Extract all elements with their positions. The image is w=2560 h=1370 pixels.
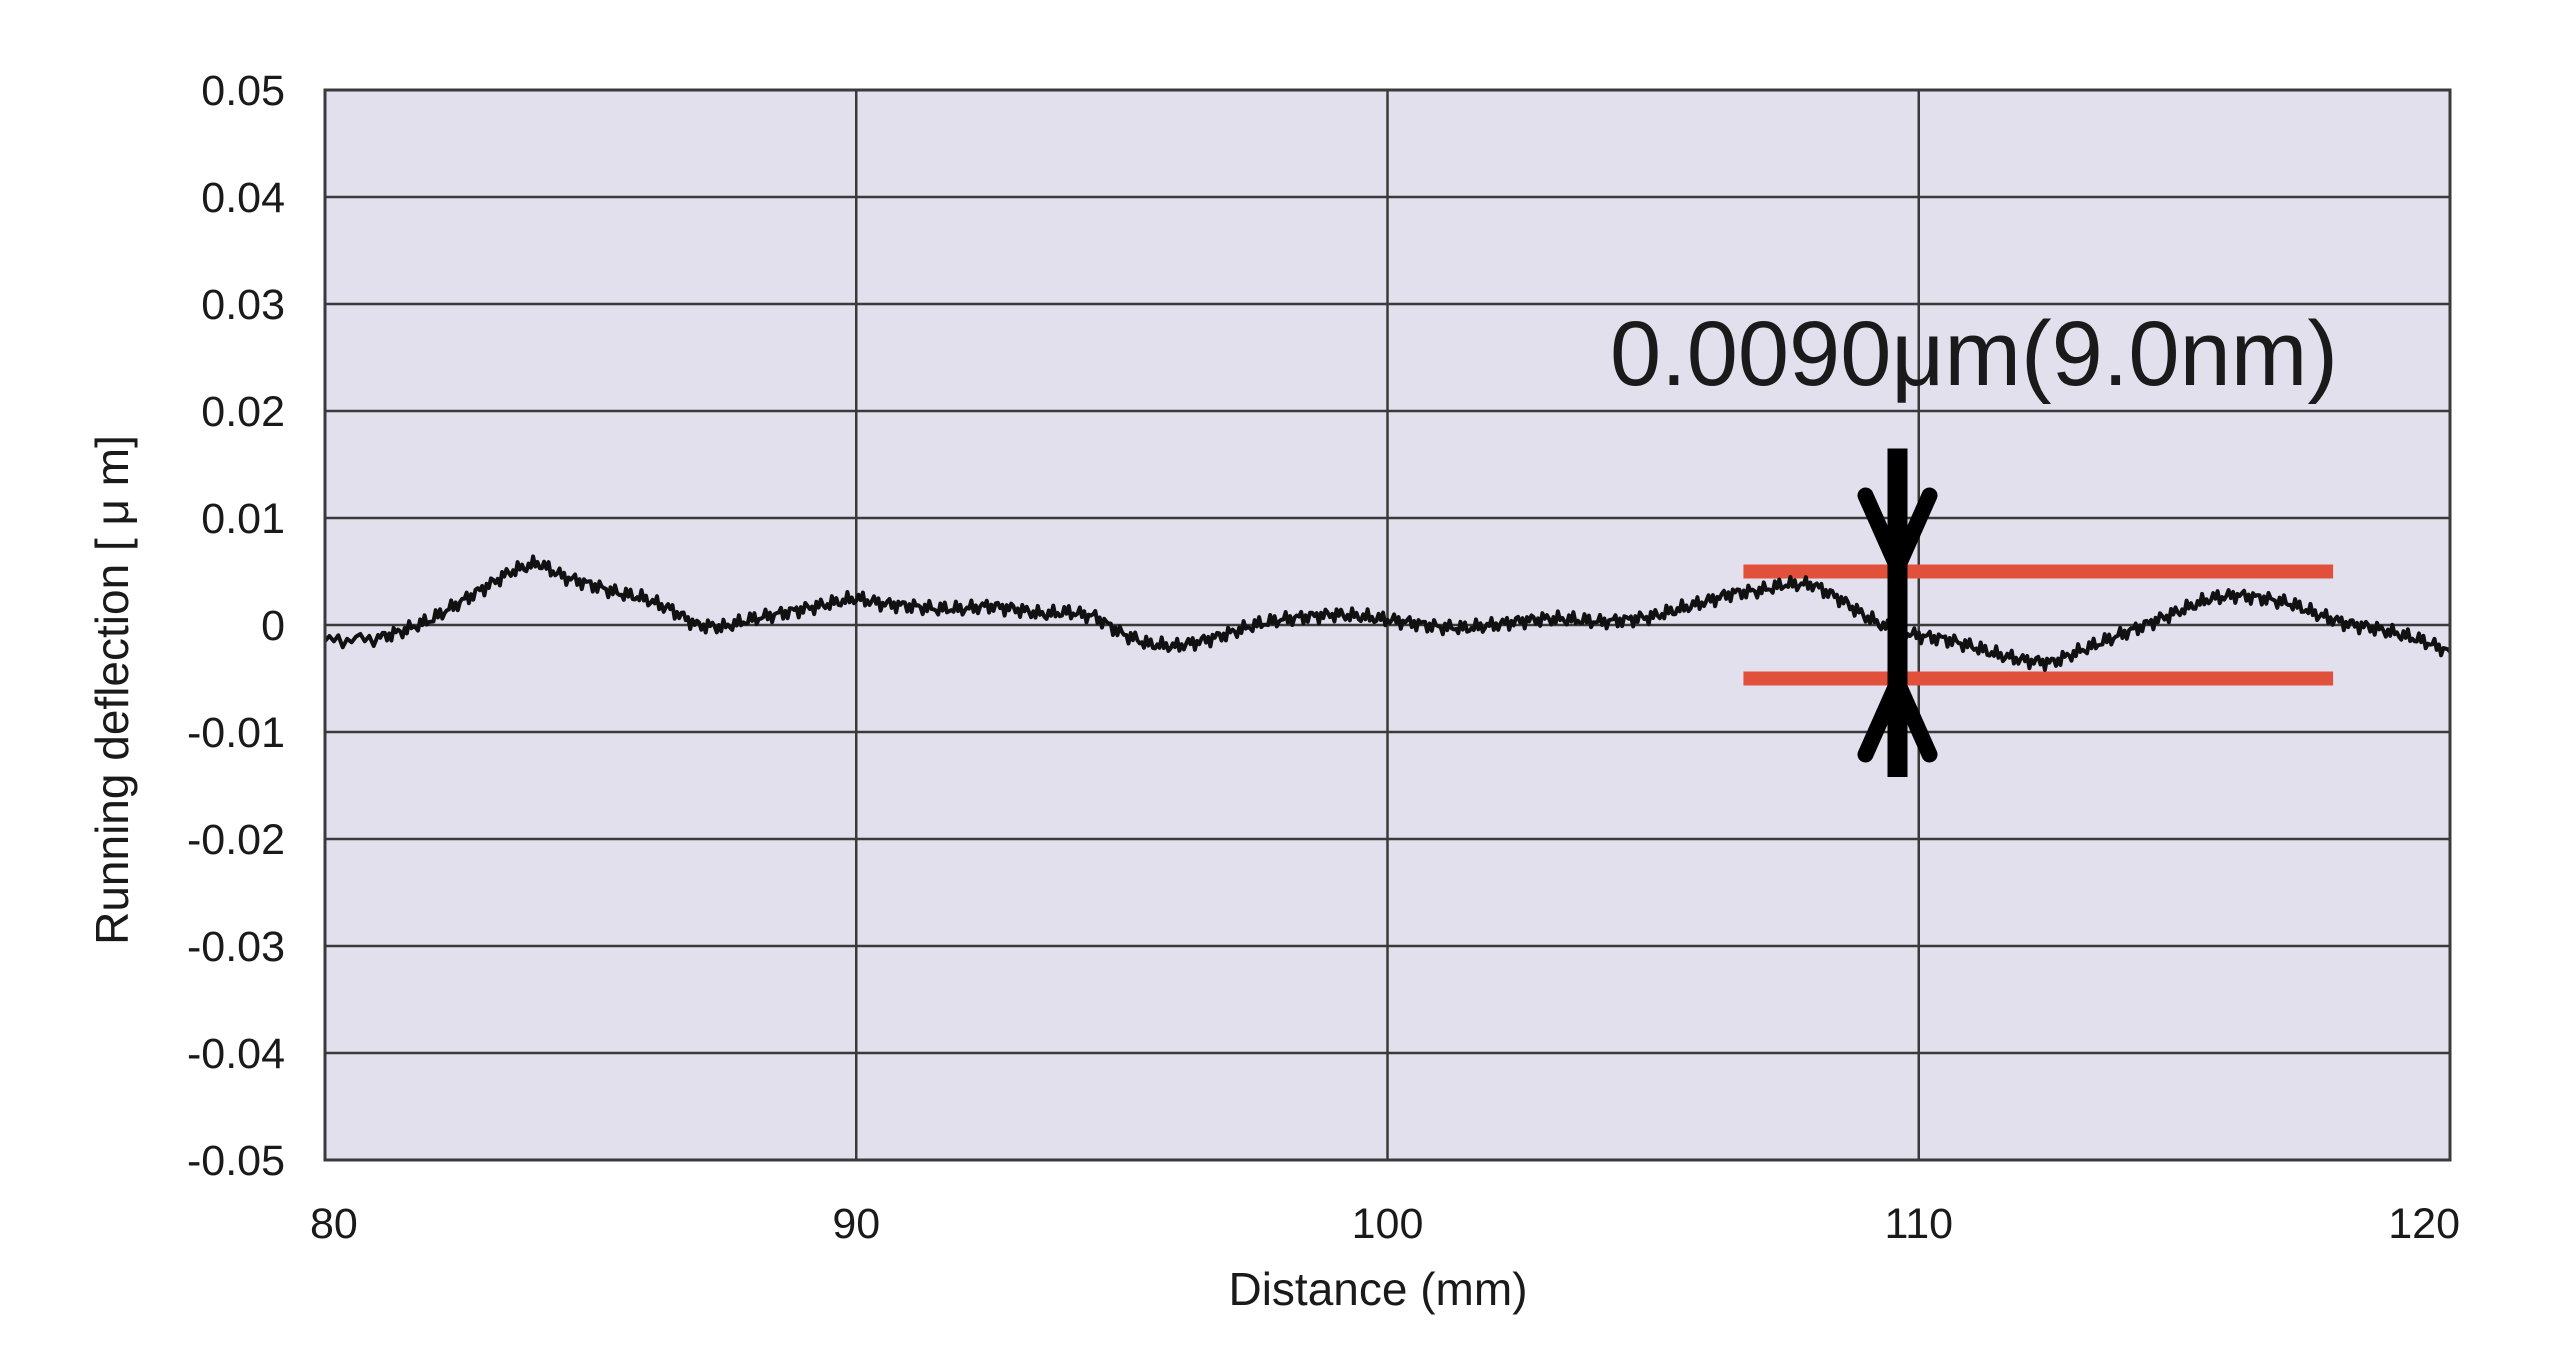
y-axis-title: Running deflection [ μ m] bbox=[86, 435, 138, 945]
y-tick-label: 0.03 bbox=[201, 281, 285, 329]
deflection-annotation-label: 0.0090μm(9.0nm) bbox=[1610, 303, 2338, 405]
x-tick-label: 90 bbox=[832, 1200, 880, 1248]
deflection-bounds bbox=[1743, 564, 2334, 686]
y-tick-label: 0.05 bbox=[201, 67, 285, 115]
arrow-head-up bbox=[1857, 662, 1938, 763]
y-tick-label: -0.04 bbox=[187, 1030, 285, 1078]
y-tick-label: -0.01 bbox=[187, 709, 285, 757]
y-tick-label: 0.01 bbox=[201, 495, 285, 543]
deflection-series-line bbox=[323, 554, 2452, 672]
series-layer bbox=[323, 554, 2452, 672]
x-tick-label: 120 bbox=[2388, 1200, 2460, 1248]
y-tick-label: -0.03 bbox=[187, 923, 285, 971]
arrow-head-down bbox=[1857, 487, 1938, 588]
x-tick-label: 100 bbox=[1352, 1200, 1424, 1248]
x-tick-label: 110 bbox=[1884, 1200, 1953, 1248]
x-tick-label: 80 bbox=[310, 1200, 358, 1248]
peak-to-peak-arrow bbox=[1857, 448, 1938, 777]
y-tick-label: 0.02 bbox=[201, 388, 285, 436]
y-tick-label: 0.04 bbox=[201, 174, 285, 222]
plot-frame bbox=[323, 88, 2452, 1162]
y-tick-label: -0.05 bbox=[187, 1137, 285, 1185]
y-tick-label: -0.02 bbox=[187, 816, 285, 864]
y-tick-label: 0 bbox=[261, 602, 285, 650]
x-axis-ticks: 80 90 100 110 120 bbox=[310, 1200, 2460, 1248]
x-axis-title: Distance (mm) bbox=[1228, 1263, 1527, 1315]
y-axis-ticks: 0.05 0.04 0.03 0.02 0.01 0 -0.01 -0.02 -0.03 -0.0… bbox=[187, 67, 285, 1185]
